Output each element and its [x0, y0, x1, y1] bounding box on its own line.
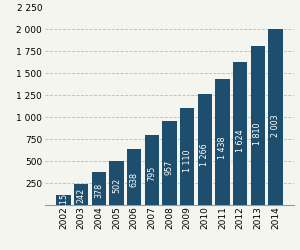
Text: 2 003: 2 003 [271, 114, 280, 137]
Text: 378: 378 [94, 182, 103, 198]
Bar [127, 149, 141, 205]
Text: 1 266: 1 266 [200, 144, 209, 166]
Bar [145, 135, 159, 205]
Text: 502: 502 [112, 178, 121, 193]
Bar [180, 108, 194, 205]
Bar [233, 62, 248, 205]
Text: 957: 957 [165, 160, 174, 175]
Bar [250, 46, 265, 205]
Bar [56, 195, 71, 205]
Text: 1 810: 1 810 [253, 122, 262, 145]
Text: 1 110: 1 110 [183, 150, 192, 172]
Text: 638: 638 [130, 172, 139, 187]
Text: 242: 242 [77, 188, 86, 203]
Bar [162, 121, 177, 205]
Bar [74, 184, 88, 205]
Text: 1 624: 1 624 [236, 130, 244, 152]
Bar [109, 161, 124, 205]
Bar [268, 29, 283, 205]
Bar [198, 94, 212, 205]
Text: 115: 115 [59, 193, 68, 208]
Bar [215, 79, 230, 205]
Text: 1 438: 1 438 [218, 137, 227, 160]
Bar [92, 172, 106, 205]
Text: 795: 795 [147, 166, 156, 181]
